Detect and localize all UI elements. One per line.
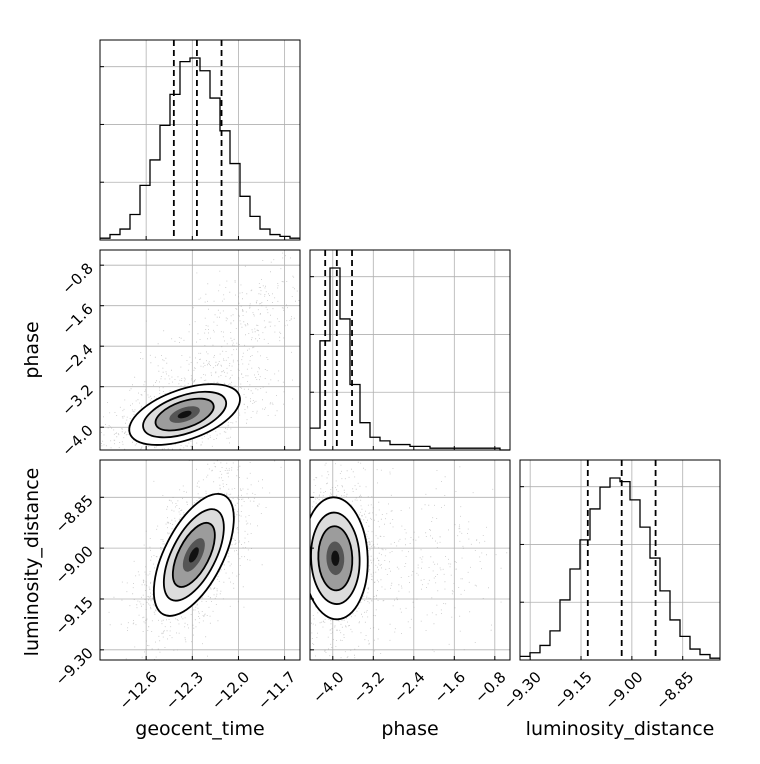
x-tick-label: −9.30 bbox=[500, 668, 545, 713]
x-tick-label: −4.0 bbox=[309, 668, 347, 706]
contour-line bbox=[142, 390, 228, 439]
histogram-panel-luminosity_distance bbox=[519, 459, 721, 661]
histogram-panel-phase bbox=[309, 249, 511, 451]
x-tick-label: −3.2 bbox=[350, 668, 388, 706]
scatter-points bbox=[310, 461, 508, 660]
density-level bbox=[188, 547, 199, 563]
x-tick-label: −2.4 bbox=[390, 668, 428, 706]
x-axis-label-phase: phase bbox=[381, 718, 438, 740]
contour-line bbox=[154, 397, 215, 432]
contour-line bbox=[317, 525, 354, 592]
x-tick-label: −11.7 bbox=[254, 668, 299, 713]
contour-line bbox=[310, 496, 369, 621]
axes-frame bbox=[309, 459, 511, 661]
scatter-points bbox=[108, 460, 282, 660]
y-axis-label-phase: phase bbox=[21, 321, 43, 378]
density-panel-luminosity_distance_vs_phase bbox=[309, 459, 511, 661]
axes-frame bbox=[99, 459, 301, 661]
axes-frame bbox=[519, 459, 721, 661]
y-tick-label: −4.0 bbox=[58, 421, 96, 459]
y-tick-label: −0.8 bbox=[58, 259, 96, 297]
axes-frame bbox=[99, 249, 301, 451]
y-axis-label-luminosity_distance: luminosity_distance bbox=[21, 468, 43, 657]
y-tick-label: −9.00 bbox=[52, 542, 97, 587]
scatter-points bbox=[101, 252, 300, 450]
axes-frame bbox=[309, 249, 511, 451]
y-tick-label: −8.85 bbox=[52, 491, 97, 536]
x-tick-label: −1.6 bbox=[431, 668, 469, 706]
y-tick-label: −2.4 bbox=[58, 340, 96, 378]
density-level bbox=[331, 550, 340, 566]
x-tick-label: −9.00 bbox=[601, 668, 646, 713]
x-tick-label: −12.0 bbox=[208, 668, 253, 713]
histogram-step-phase bbox=[310, 267, 510, 451]
x-axis-label-luminosity_distance: luminosity_distance bbox=[526, 718, 715, 740]
axes-frame bbox=[99, 39, 301, 241]
contour-line bbox=[128, 383, 241, 446]
x-tick-label: −8.85 bbox=[652, 668, 697, 713]
x-tick-label: −12.3 bbox=[162, 668, 207, 713]
y-tick-label: −9.30 bbox=[52, 644, 97, 689]
histogram-step-geocent_time bbox=[100, 57, 300, 239]
contour-line bbox=[152, 492, 235, 617]
contour-line bbox=[162, 508, 225, 602]
density-panel-phase_vs_geocent_time bbox=[99, 249, 301, 451]
contour-line bbox=[171, 521, 216, 588]
y-tick-label: −9.15 bbox=[52, 593, 97, 638]
density-panel-luminosity_distance_vs_geocent_time bbox=[99, 459, 301, 661]
y-tick-label: −3.2 bbox=[58, 381, 96, 419]
contour-line bbox=[310, 511, 361, 605]
x-tick-label: −9.15 bbox=[551, 668, 596, 713]
histogram-panel-geocent_time bbox=[99, 39, 301, 241]
x-tick-label: −12.6 bbox=[116, 668, 161, 713]
histogram-step-luminosity_distance bbox=[520, 477, 720, 659]
x-axis-label-geocent_time: geocent_time bbox=[135, 718, 264, 740]
y-tick-label: −1.6 bbox=[58, 300, 96, 338]
